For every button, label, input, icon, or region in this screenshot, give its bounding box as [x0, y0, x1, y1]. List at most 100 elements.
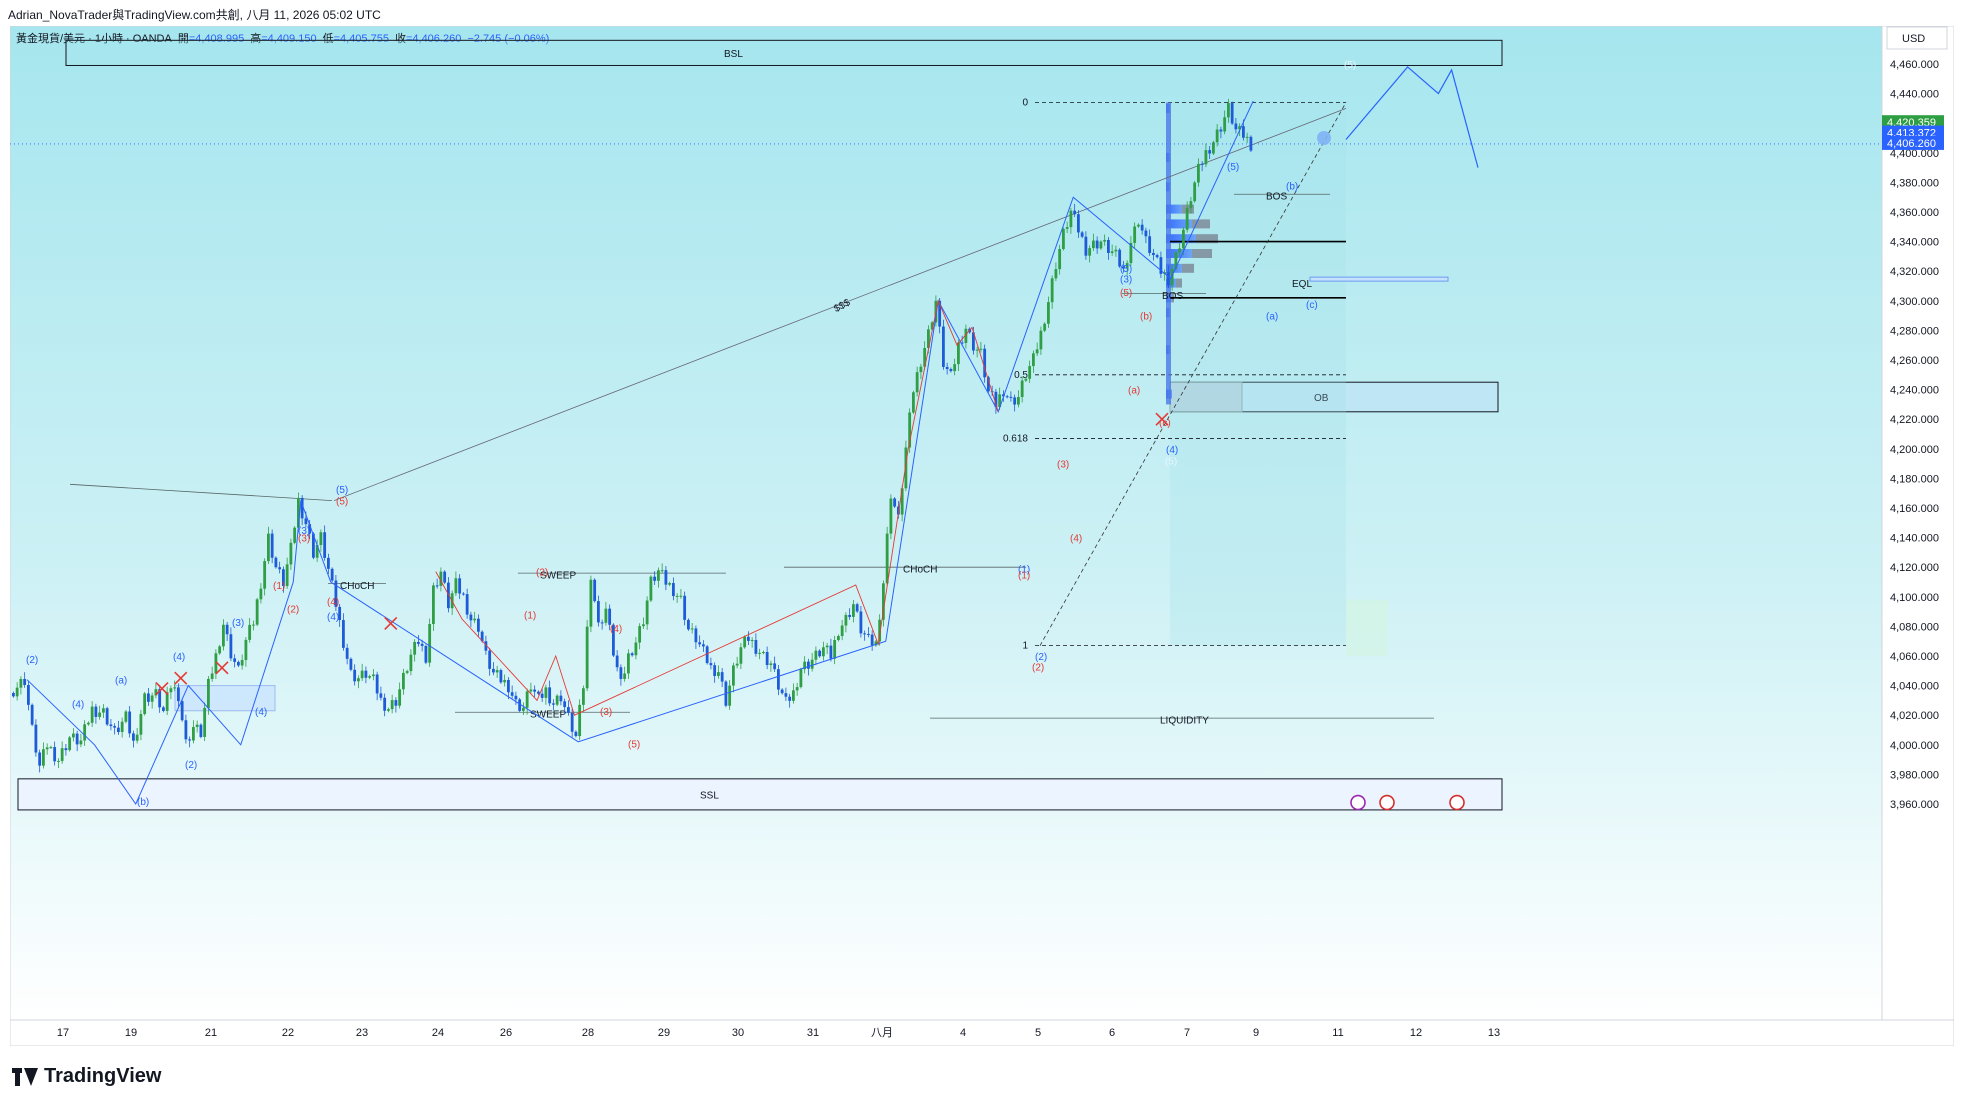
- candle-body: [105, 708, 109, 725]
- candle-body: [139, 714, 143, 735]
- trend-line: [333, 108, 1347, 501]
- x-tick-label: 19: [125, 1027, 137, 1039]
- candle-body: [889, 498, 893, 534]
- candle-body: [285, 564, 289, 586]
- candle-body: [495, 670, 499, 673]
- candle-body: [522, 707, 525, 711]
- candle-body: [364, 670, 368, 678]
- wave-label-red: (5): [336, 497, 348, 508]
- volume-profile-bar: [1166, 219, 1192, 229]
- candle-body: [1167, 272, 1170, 286]
- candle-body: [1005, 396, 1009, 398]
- candle-body: [128, 711, 132, 734]
- candle-body: [1069, 210, 1073, 228]
- wave-label-blue: (c): [1306, 300, 1318, 311]
- wave-label-blue: (4): [1166, 445, 1178, 456]
- candle-body: [409, 654, 413, 672]
- price-chart[interactable]: 黃金現貨/美元 · 1小時 · OANDA 開=4,408.995 高=4,409.…: [10, 26, 1954, 1046]
- candle-body: [1155, 255, 1159, 258]
- y-tick-label: 4,000.000: [1890, 740, 1939, 752]
- candle-body: [203, 707, 207, 737]
- candle-body: [113, 726, 117, 728]
- y-tick-label: 4,100.000: [1890, 592, 1939, 604]
- y-tick-label: 4,080.000: [1890, 621, 1939, 633]
- candle-body: [289, 542, 293, 565]
- y-tick-label: 4,140.000: [1890, 533, 1939, 545]
- candle-body: [649, 576, 653, 601]
- candle-body: [312, 533, 315, 558]
- candle-body: [30, 704, 34, 725]
- candle-body: [1077, 214, 1080, 233]
- candle-body: [492, 668, 495, 673]
- x-tick-label: 30: [732, 1027, 744, 1039]
- currency-box[interactable]: [1886, 26, 1948, 50]
- candle-body: [1170, 268, 1174, 286]
- candle-body: [1137, 224, 1140, 227]
- candle-body: [1129, 242, 1133, 264]
- candle-body: [780, 689, 784, 694]
- structure-label: BOS: [1266, 192, 1287, 203]
- candle-body: [919, 366, 923, 373]
- candle-body: [372, 674, 375, 677]
- candle-body: [900, 488, 904, 515]
- cross-marker: [155, 681, 169, 696]
- y-tick-label: 4,320.000: [1890, 266, 1939, 278]
- candle-body: [582, 688, 585, 705]
- x-tick-label: 4: [960, 1027, 966, 1039]
- candle-body: [83, 724, 87, 741]
- candle-body: [855, 604, 859, 612]
- candle-body: [240, 659, 244, 666]
- candle-body: [503, 679, 507, 683]
- candle-body: [1114, 249, 1118, 252]
- wave-label-red: (1): [273, 581, 285, 592]
- candle-body: [893, 498, 897, 507]
- candle-body: [435, 585, 439, 587]
- candle-body: [525, 691, 529, 708]
- x-tick-label: 26: [500, 1027, 512, 1039]
- structure-label: SWEEP: [540, 571, 576, 582]
- candle-body: [57, 760, 60, 762]
- candle-body: [34, 724, 38, 753]
- candle-body: [885, 533, 889, 584]
- candle-body: [645, 600, 649, 625]
- candle-body: [398, 689, 402, 706]
- candle-body: [510, 692, 514, 696]
- wave-label-red: (4): [1070, 534, 1082, 545]
- volume-profile-bar-sell: [1196, 234, 1218, 244]
- candle-body: [304, 518, 308, 525]
- candle-body: [814, 650, 818, 660]
- y-tick-label: 4,460.000: [1890, 59, 1939, 71]
- candle-body: [630, 653, 634, 656]
- x-tick-label: 9: [1253, 1027, 1259, 1039]
- candle-body: [117, 727, 120, 733]
- structure-line: [69, 483, 333, 501]
- candle-body: [882, 583, 885, 620]
- candle-body: [270, 533, 274, 558]
- candle-body: [600, 622, 604, 624]
- candle-body: [248, 624, 252, 640]
- candle-body: [660, 570, 664, 572]
- x-tick-label: 29: [658, 1027, 670, 1039]
- candle-body: [1148, 236, 1152, 253]
- candle-body: [987, 377, 990, 392]
- wave-label-red: (2): [536, 568, 548, 579]
- candle-body: [465, 594, 469, 615]
- x-tick-label: 12: [1410, 1027, 1422, 1039]
- candle-body: [784, 693, 788, 697]
- candle-body: [675, 595, 679, 597]
- candle-body: [1185, 208, 1189, 230]
- tradingview-logo-icon: [12, 1067, 38, 1086]
- candle-body: [574, 731, 578, 737]
- candle-body: [552, 703, 555, 705]
- volume-profile-bar: [1166, 263, 1182, 273]
- candle-body: [293, 527, 297, 543]
- tradingview-logo[interactable]: TradingView: [12, 1065, 161, 1088]
- candle-body: [192, 727, 195, 741]
- candle-body: [735, 663, 739, 666]
- candle-body: [473, 618, 477, 621]
- candle-body: [705, 646, 709, 664]
- wave-label-red: (2): [1032, 662, 1044, 673]
- candle-body: [338, 606, 342, 621]
- wave-label-red: (b): [1140, 312, 1152, 323]
- structure-label: SWEEP: [530, 710, 566, 721]
